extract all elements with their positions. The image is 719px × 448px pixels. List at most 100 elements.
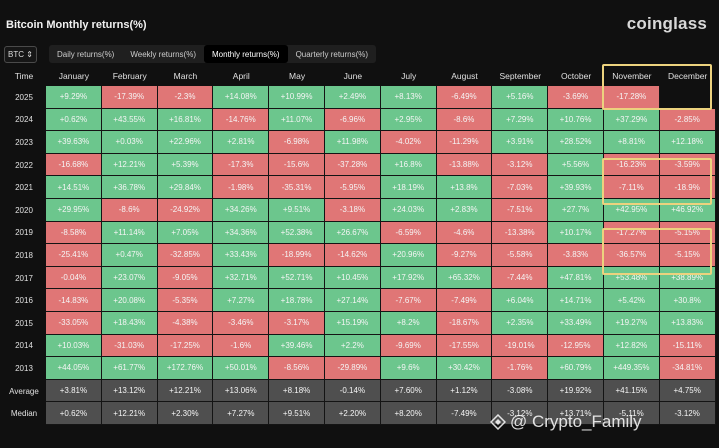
return-cell: +18.19% xyxy=(380,176,437,199)
return-cell: +33.49% xyxy=(548,311,604,335)
summary-cell: +19.92% xyxy=(548,379,604,403)
return-cell: +16.8% xyxy=(380,153,437,177)
summary-cell: -3.12% xyxy=(659,402,716,425)
return-cell: -4.38% xyxy=(157,311,214,335)
return-cell: -17.27% xyxy=(603,221,660,245)
return-cell: -3.59% xyxy=(659,153,716,177)
return-cell: +0.47% xyxy=(101,244,158,267)
return-cell: +17.92% xyxy=(380,266,437,290)
return-cell: +10.76% xyxy=(548,108,604,132)
return-cell: +5.42% xyxy=(603,289,660,312)
return-cell: +2.49% xyxy=(324,86,381,109)
return-cell: +11.98% xyxy=(324,131,381,154)
return-cell: +52.38% xyxy=(269,221,325,245)
tab-quarterly[interactable]: Quarterly returns(%) xyxy=(295,49,369,59)
return-cell: -18.99% xyxy=(269,244,325,267)
return-cell: +172.76% xyxy=(157,357,214,380)
return-cell: +11.07% xyxy=(269,108,325,132)
return-cell: +46.92% xyxy=(659,198,716,222)
return-cell: -15.6% xyxy=(269,153,325,177)
summary-cell: +8.18% xyxy=(269,379,325,403)
return-cell: +28.52% xyxy=(548,131,604,154)
return-cell: +14.08% xyxy=(213,86,270,109)
year-label: 2019 xyxy=(15,228,33,238)
return-cell: +33.43% xyxy=(213,244,270,267)
return-cell: +0.03% xyxy=(101,131,158,154)
column-header: July xyxy=(401,71,417,81)
table-header-row: Time January February March April May June July… xyxy=(2,66,716,86)
return-cell: +7.29% xyxy=(492,108,549,132)
return-cell: -14.62% xyxy=(324,244,381,267)
return-cell: -16.68% xyxy=(46,153,102,177)
return-cell: -1.6% xyxy=(213,334,270,358)
return-cell: -6.49% xyxy=(436,86,493,109)
return-cell: -6.98% xyxy=(269,131,325,154)
return-cell: +39.93% xyxy=(548,176,604,199)
return-cell: +39.46% xyxy=(269,334,325,358)
return-cell: -2.3% xyxy=(157,86,214,109)
summary-cell: +41.15% xyxy=(603,379,660,403)
return-cell: +2.2% xyxy=(324,334,381,358)
binance-square-icon xyxy=(490,414,506,430)
return-cell: +37.29% xyxy=(603,108,660,132)
summary-cell: +12.21% xyxy=(157,379,214,403)
return-cell: +20.96% xyxy=(380,244,437,267)
return-cell: +2.83% xyxy=(436,198,493,222)
summary-cell: +2.20% xyxy=(324,402,381,425)
return-cell: -29.89% xyxy=(324,357,381,380)
return-cell: -15.11% xyxy=(659,334,716,358)
tab-daily[interactable]: Daily returns(%) xyxy=(57,49,115,59)
return-cell: +27.7% xyxy=(548,198,604,222)
return-cell: -4.6% xyxy=(436,221,493,245)
return-cell: +44.05% xyxy=(46,357,102,380)
return-cell: -9.27% xyxy=(436,244,493,267)
return-cell: +16.81% xyxy=(157,108,214,132)
return-cell: +13.8% xyxy=(436,176,493,199)
summary-cell: -0.14% xyxy=(324,379,381,403)
table-row: 2023 +39.63% +0.03% +22.96% +2.81% -6.98% +11.… xyxy=(2,131,716,154)
return-cell: -25.41% xyxy=(46,244,102,267)
summary-cell: +0.62% xyxy=(46,402,102,425)
return-cell: -7.51% xyxy=(492,198,549,222)
return-cell: -18.9% xyxy=(659,176,716,199)
return-cell: +10.45% xyxy=(324,266,381,290)
year-label: 2014 xyxy=(15,341,33,351)
column-header: September xyxy=(499,71,542,81)
return-cell: +2.35% xyxy=(492,311,549,335)
column-header: December xyxy=(668,71,708,81)
return-cell: -32.85% xyxy=(157,244,214,267)
return-cell: -13.38% xyxy=(492,221,549,245)
return-cell: -0.04% xyxy=(46,266,102,290)
year-label: 2013 xyxy=(15,363,33,373)
return-cell: +50.01% xyxy=(213,357,270,380)
return-cell: +8.13% xyxy=(380,86,437,109)
tab-weekly[interactable]: Weekly returns(%) xyxy=(130,49,196,59)
column-header: April xyxy=(232,71,250,81)
return-cell: +23.07% xyxy=(101,266,158,290)
return-cell: +14.71% xyxy=(548,289,604,312)
return-cell: -17.55% xyxy=(436,334,493,358)
table-row: 2014 +10.03% -31.03% -17.25% -1.6% +39.46% +2.… xyxy=(2,334,716,358)
return-cell: +34.36% xyxy=(213,221,270,245)
return-cell: +36.78% xyxy=(101,176,158,199)
return-cell: -17.25% xyxy=(157,334,214,358)
summary-cell: -3.12% xyxy=(492,402,549,425)
return-cell: -5.58% xyxy=(492,244,549,267)
coin-select[interactable]: BTC ⇕ xyxy=(4,45,37,63)
table-row: 2015 -33.05% +18.43% -4.38% -3.46% -3.17% +15.… xyxy=(2,311,716,335)
tab-monthly[interactable]: Monthly returns(%) xyxy=(204,45,288,63)
summary-cell: +1.12% xyxy=(436,379,493,403)
return-cell: +6.04% xyxy=(492,289,549,312)
page-title: Bitcoin Monthly returns(%) xyxy=(6,19,147,31)
column-header: January xyxy=(58,71,90,81)
chevron-updown-icon: ⇕ xyxy=(26,49,33,59)
return-cell: +14.51% xyxy=(46,176,102,199)
table-row: 2024 +0.62% +43.55% +16.81% -14.76% +11.07% -6… xyxy=(2,108,716,132)
return-cell: +10.17% xyxy=(548,221,604,245)
return-cell: +8.81% xyxy=(603,131,660,154)
summary-cell: -7.49% xyxy=(436,402,493,425)
summary-cell: +7.60% xyxy=(380,379,437,403)
return-cell: +26.67% xyxy=(324,221,381,245)
return-cell: +39.63% xyxy=(46,131,102,154)
return-cell: +22.96% xyxy=(157,131,214,154)
